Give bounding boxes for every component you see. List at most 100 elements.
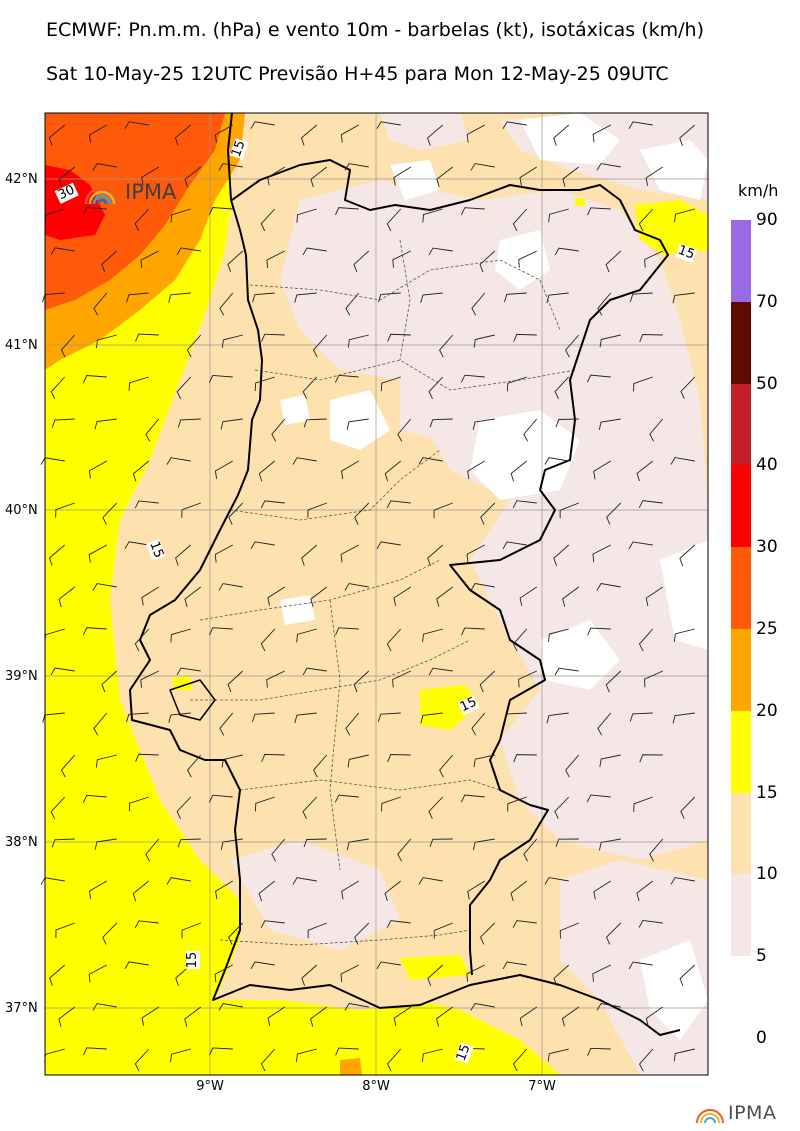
wind-barb [679, 964, 696, 987]
wind-barb [599, 334, 621, 348]
wind-barb [628, 541, 653, 550]
wind-barb [55, 922, 75, 938]
wind-barb [181, 922, 201, 939]
wind-barb [433, 922, 453, 939]
wind-barb [548, 628, 569, 643]
colorbar-tick-label: 40 [756, 455, 778, 476]
colorbar-segment [731, 383, 751, 466]
wind-barb [546, 712, 569, 724]
wind-barb [587, 207, 611, 216]
wind-barb [128, 376, 149, 391]
rainbow-logo-icon [84, 186, 120, 205]
wind-barb [51, 838, 75, 848]
wind-barb [638, 628, 654, 652]
wind-barb [639, 1048, 654, 1072]
wind-barb [296, 628, 317, 643]
wind-barb [638, 919, 663, 928]
colorbar-segment [731, 792, 751, 875]
colorbar-tick-label: 20 [756, 700, 778, 721]
wind-barb [219, 292, 234, 316]
wind-barb [96, 334, 117, 349]
wind-barb [593, 880, 612, 900]
colorbar-segment [731, 547, 751, 629]
wind-barb [553, 964, 570, 987]
lat-label: 37°N [5, 1001, 38, 1016]
wind-barb [502, 961, 527, 970]
wind-barb [49, 964, 66, 986]
lat-label: 42°N [5, 172, 38, 187]
wind-barb [587, 627, 611, 636]
wind-barb [88, 544, 107, 563]
wind-barb [184, 1006, 202, 1027]
wind-barb [544, 457, 569, 465]
svg-text:15: 15 [454, 1042, 474, 1063]
wind-barb [472, 418, 495, 430]
wind-barb [184, 586, 202, 608]
wind-barb [50, 376, 66, 400]
svg-text:15: 15 [229, 138, 249, 159]
wind-barb [310, 1006, 328, 1027]
wind-barb [166, 457, 191, 465]
wind-barb [393, 1006, 412, 1027]
colorbar-segment [731, 710, 751, 793]
wind-barb [266, 670, 285, 688]
wind-barb [377, 712, 401, 722]
wind-barb [523, 418, 538, 442]
wind-barb [181, 502, 201, 518]
wind-barb [266, 250, 285, 268]
wind-barb [135, 753, 159, 762]
svg-text:15: 15 [185, 952, 200, 969]
wind-barb [48, 544, 66, 566]
colorbar-tick-label: 5 [756, 946, 767, 967]
wind-barb [250, 121, 275, 129]
wind-barb [170, 628, 191, 643]
wind-barb [220, 418, 243, 430]
wind-barb [301, 964, 318, 986]
wind-barb [512, 1048, 528, 1072]
colorbar-segment [731, 956, 751, 1038]
wind-barb [271, 418, 286, 442]
wind-barb [310, 586, 328, 607]
wind-barb [439, 334, 454, 358]
wind-barb [341, 880, 359, 900]
wind-barb [334, 794, 359, 803]
wind-barb [344, 1003, 369, 1011]
wind-barb [170, 208, 191, 223]
wind-barb [645, 586, 664, 607]
wind-barb [466, 544, 485, 563]
wind-barb [503, 712, 527, 722]
wind-barb [260, 920, 285, 928]
wind-barb [436, 586, 454, 607]
colorbar-segment [731, 874, 751, 957]
wind-barb [644, 250, 663, 268]
wind-barb [50, 667, 75, 676]
wind-barb [376, 121, 401, 129]
wind-barb [384, 880, 402, 902]
wind-barb [88, 964, 107, 983]
wind-barb [58, 1006, 76, 1027]
wind-barb [93, 292, 108, 316]
wind-barb [92, 163, 117, 171]
wind-barb [428, 376, 444, 400]
district-boundaries [190, 239, 576, 946]
wind-barb [353, 670, 370, 693]
wind-barb [140, 250, 159, 269]
contour-label-15: 15 [185, 951, 200, 969]
wind-barb [267, 1006, 286, 1026]
wind-barb [554, 247, 579, 256]
wind-barb [132, 460, 150, 482]
wind-barb [644, 670, 663, 688]
wind-barb [82, 375, 107, 383]
wind-barb [503, 292, 527, 303]
wind-barb [312, 334, 328, 358]
wind-barb [303, 418, 327, 428]
wind-barb [175, 964, 192, 986]
wind-barb [88, 124, 107, 143]
wind-barb [209, 1047, 233, 1056]
wind-barb [597, 292, 612, 316]
wind-barb [645, 166, 664, 186]
wind-barb [250, 961, 275, 970]
wind-barb [260, 500, 285, 509]
wind-barb [559, 922, 579, 939]
wind-barb [392, 670, 411, 688]
